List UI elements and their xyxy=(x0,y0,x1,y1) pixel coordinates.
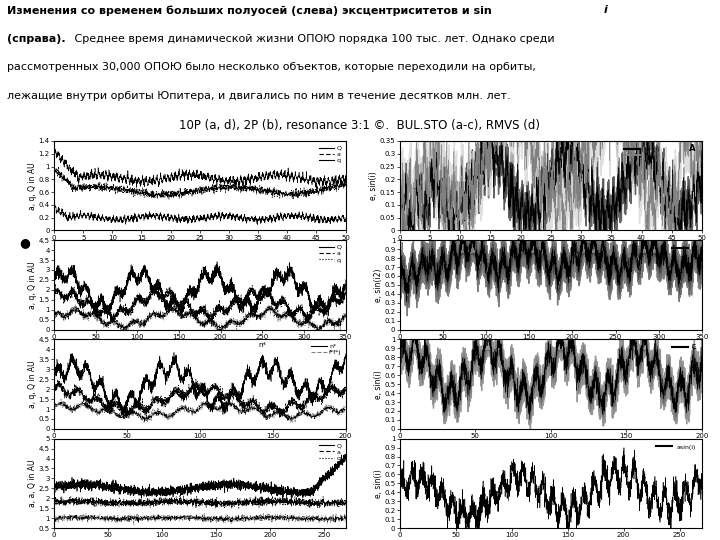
Text: c: c xyxy=(692,342,696,351)
Text: рассмотренных 30,000 ОПОЮ было несколько объектов, которые переходили на орбиты,: рассмотренных 30,000 ОПОЮ было несколько… xyxy=(7,63,536,72)
Y-axis label: a, q, Q in AU: a, q, Q in AU xyxy=(28,162,37,210)
Y-axis label: a, q, Q in AU: a, q, Q in AU xyxy=(28,360,37,408)
Text: n*: n* xyxy=(258,342,266,348)
X-axis label: Time, Myr: Time, Myr xyxy=(532,246,570,255)
Legend: asin(i): asin(i) xyxy=(654,442,699,452)
Legend: sin(i), : sin(i), xyxy=(621,144,662,161)
Text: (справа).: (справа). xyxy=(7,34,66,44)
Y-axis label: a, q, Q in AU: a, q, Q in AU xyxy=(28,261,37,309)
X-axis label: (a)  Time, Myr: (a) Time, Myr xyxy=(174,246,226,255)
X-axis label: (c)  Time, Myr: (c) Time, Myr xyxy=(174,444,226,454)
Legend: Q, a, q: Q, a, q xyxy=(318,144,343,165)
Y-axis label: a, a, Q in AU: a, a, Q in AU xyxy=(28,460,37,507)
Text: ●: ● xyxy=(19,235,30,249)
Y-axis label: e, sin(i): e, sin(i) xyxy=(374,370,383,399)
Text: Среднее время динамической жизни ОПОЮ порядка 100 тыс. лет. Однако среди: Среднее время динамической жизни ОПОЮ по… xyxy=(71,34,554,44)
Legend: Q, a, q: Q, a, q xyxy=(318,442,343,462)
Legend: c: c xyxy=(670,342,699,353)
Legend: n*, f*f*j: n*, f*f*j xyxy=(310,342,343,357)
Legend: Q, a, q: Q, a, q xyxy=(318,244,343,264)
Text: лежащие внутри орбиты Юпитера, и двигались по ним в течение десятков млн. лет.: лежащие внутри орбиты Юпитера, и двигали… xyxy=(7,91,510,101)
Text: c: c xyxy=(692,243,696,252)
X-axis label: Time, Myr: Time, Myr xyxy=(532,444,570,454)
Y-axis label: e, sin(i2): e, sin(i2) xyxy=(374,268,383,302)
X-axis label: Time, Myr: Time, Myr xyxy=(532,346,570,354)
Y-axis label: e, sin(i): e, sin(i) xyxy=(369,171,379,200)
Text: 10P (a, d), 2P (b), resonance 3:1 ©.  BUL.STO (a-c), RMVS (d): 10P (a, d), 2P (b), resonance 3:1 ©. BUL… xyxy=(179,119,541,132)
Y-axis label: e, sin(i): e, sin(i) xyxy=(374,469,383,498)
Text: Изменения со временем больших полуосей (слева) эксцентриситетов и sin: Изменения со временем больших полуосей (… xyxy=(7,5,492,16)
Text: A: A xyxy=(690,144,696,153)
Text: i: i xyxy=(603,5,607,16)
Legend: c: c xyxy=(670,244,699,254)
X-axis label: (b)  Time, Myr: (b) Time, Myr xyxy=(173,346,227,354)
